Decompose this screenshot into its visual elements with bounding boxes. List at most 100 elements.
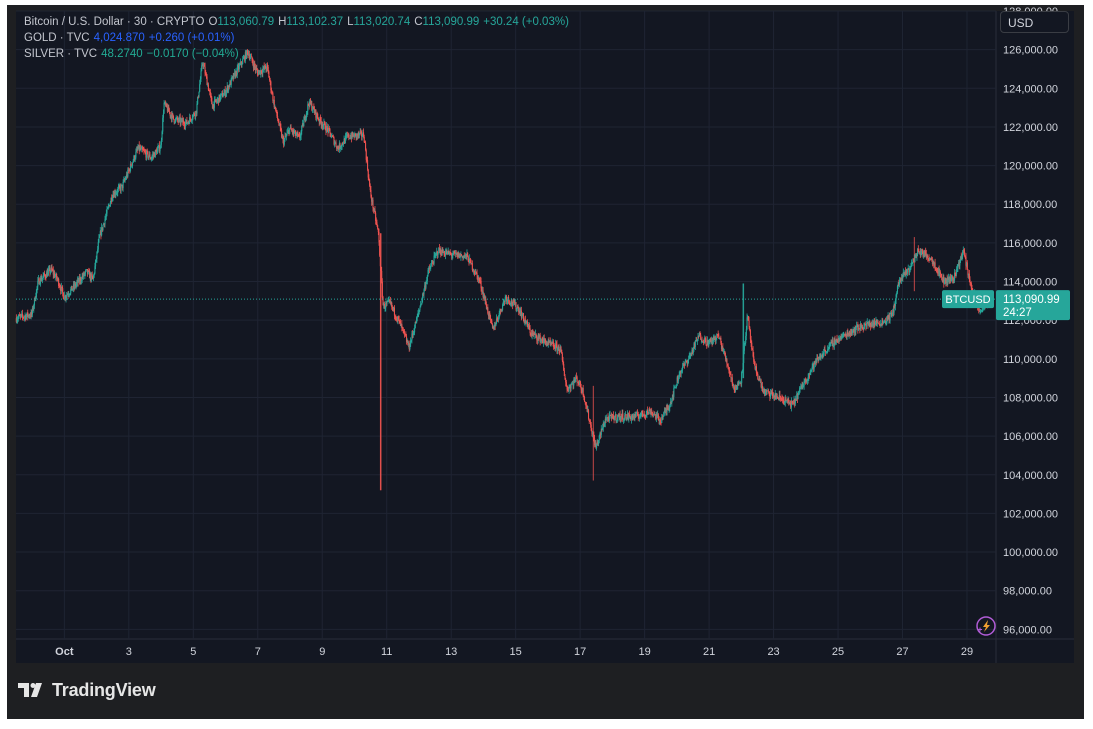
currency-button[interactable]: USD — [1000, 11, 1069, 33]
candle-body — [174, 122, 176, 124]
candle-body — [258, 71, 260, 75]
candle-body — [303, 120, 305, 127]
price-tick-label: 110,000.00 — [1003, 354, 1057, 366]
candle-body — [930, 258, 932, 260]
candle-body — [806, 379, 809, 381]
price-tick-label: 124,000.00 — [1003, 83, 1058, 95]
candle-body — [632, 415, 634, 418]
chart-pane[interactable] — [16, 11, 996, 639]
candle-body — [808, 373, 810, 378]
candle-body — [270, 81, 272, 91]
candle-body — [540, 339, 543, 341]
candle-body — [369, 185, 371, 191]
candle-body — [838, 338, 840, 341]
candle-body — [156, 150, 158, 154]
legend-main-symbol: Bitcoin / U.S. Dollar · 30 · CRYPTO — [24, 16, 205, 28]
time-tick-label: 25 — [832, 646, 844, 658]
candle-body — [381, 281, 383, 298]
candle-body — [648, 409, 650, 414]
candle-body — [292, 129, 294, 133]
candle-body — [254, 66, 256, 70]
candle-body — [502, 304, 504, 311]
candle-body — [771, 392, 773, 395]
candle-body — [466, 253, 468, 257]
candle-body — [581, 387, 584, 393]
candle-body — [880, 323, 882, 327]
candle-body — [129, 163, 132, 171]
price-axis[interactable] — [996, 11, 1074, 639]
candle-body — [94, 266, 96, 274]
candle-body — [913, 258, 915, 260]
candle-body — [867, 322, 869, 326]
time-axis[interactable] — [16, 639, 1074, 663]
candle-body — [454, 252, 456, 254]
candle-body — [580, 386, 582, 390]
candle-body — [258, 70, 261, 72]
candle-body — [21, 313, 23, 315]
candle-body — [836, 338, 838, 343]
price-tick-label: 108,000.00 — [1003, 392, 1058, 404]
candle-body — [500, 309, 502, 312]
candle-body — [653, 413, 655, 415]
candle-body — [450, 253, 452, 255]
candle-body — [48, 268, 50, 270]
candle-body — [671, 394, 674, 400]
candle-body — [708, 342, 710, 347]
candle-body — [154, 150, 156, 157]
candle-body — [82, 272, 85, 277]
candle-body — [256, 68, 258, 70]
candle-body — [697, 336, 699, 341]
candle-body — [536, 335, 538, 340]
candle-body — [166, 103, 168, 108]
candle-body — [604, 418, 606, 424]
candle-body — [504, 300, 506, 302]
candle-body — [145, 152, 147, 158]
candle-body — [54, 273, 56, 278]
candle-body — [617, 415, 619, 419]
candle-body — [393, 307, 395, 316]
candle-body — [343, 138, 345, 144]
candle-body — [256, 69, 258, 73]
candle-body — [199, 84, 201, 92]
candle-body — [192, 114, 194, 119]
candle-body — [905, 269, 907, 276]
candle-body — [800, 385, 802, 387]
candle-body — [549, 340, 551, 343]
candle-body — [154, 153, 156, 157]
candle-body — [895, 294, 897, 300]
candle-body — [385, 302, 387, 308]
lightning-icon[interactable] — [976, 616, 996, 636]
candle-body — [64, 295, 66, 300]
candle-body — [484, 298, 486, 301]
candle-body — [56, 278, 58, 280]
candle-body — [684, 361, 686, 365]
tradingview-footer[interactable]: TradingView — [18, 680, 156, 701]
candle-body — [176, 117, 178, 119]
candle-body — [857, 328, 860, 331]
candle-body — [643, 414, 645, 416]
candle-body — [871, 324, 873, 326]
candle-body — [556, 344, 558, 351]
candle-body — [238, 66, 240, 70]
candle-body — [530, 333, 533, 336]
candle-body — [383, 303, 385, 305]
candle-body — [80, 280, 83, 282]
candle-body — [681, 369, 683, 371]
candle-body — [169, 112, 171, 116]
candle-body — [733, 385, 735, 390]
candles — [15, 48, 991, 491]
candle-body — [874, 324, 876, 326]
candle-body — [205, 73, 207, 77]
candle-body — [247, 51, 249, 55]
candle-body — [261, 72, 263, 74]
price-tick-label: 126,000.00 — [1003, 45, 1058, 57]
candle-body — [83, 272, 85, 276]
candle-body — [745, 329, 747, 336]
candle-body — [544, 339, 546, 341]
candle-body — [337, 146, 339, 149]
candle-body — [186, 119, 188, 124]
candle-body — [423, 289, 425, 295]
candle-body — [941, 279, 944, 282]
candle-body — [157, 147, 159, 150]
